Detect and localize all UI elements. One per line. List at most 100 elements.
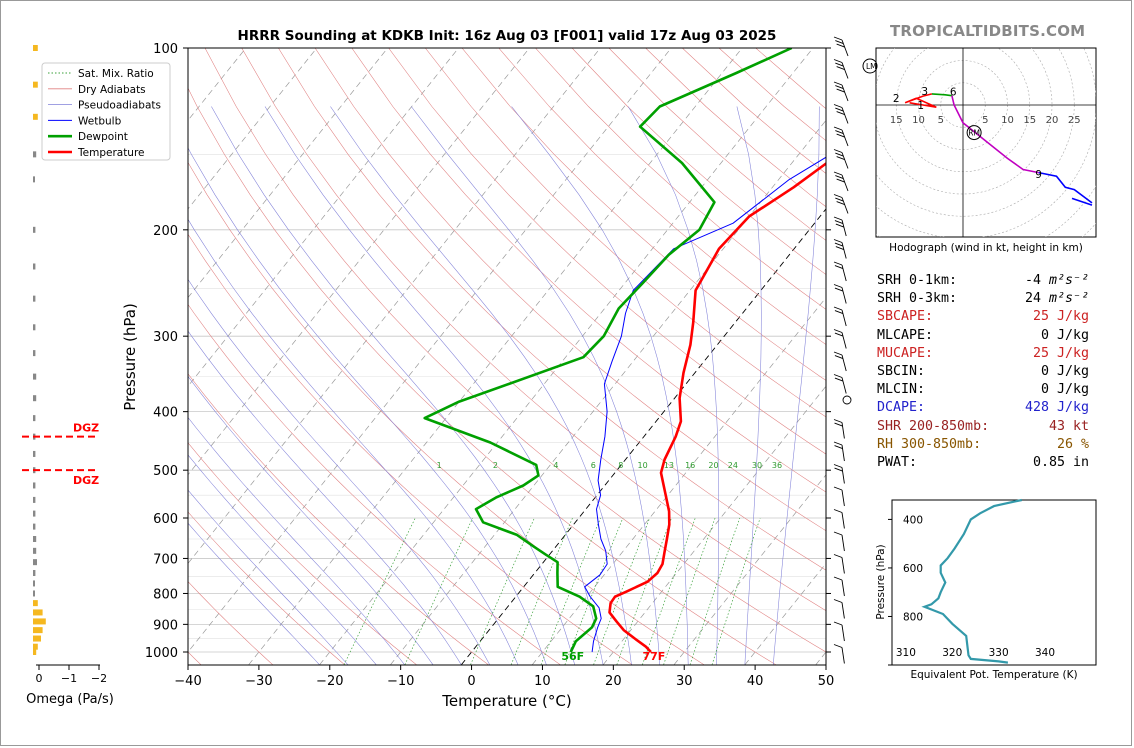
wind-barb-shaft: [841, 197, 849, 214]
skewt-axes: −40 −30 −20 −10 0 10 20 30 40 50 100 200 300 400 500 60…: [145, 42, 834, 689]
pseudoadiabat-line: [772, 106, 820, 665]
x-tick-label: 40: [747, 674, 764, 689]
omega-bar: [33, 523, 36, 530]
wind-barb-flag: [833, 464, 843, 468]
omega-tick-label: −1: [61, 672, 77, 685]
wind-barb-flag: [834, 332, 844, 337]
x-axis-label: Temperature (°C): [441, 692, 571, 710]
wind-barb-shaft: [841, 354, 847, 372]
mixing-ratio-line: [343, 517, 416, 665]
mixing-ratio-label: 8: [618, 461, 623, 470]
index-unit: m²s⁻²: [1040, 273, 1089, 288]
wind-barb-shaft: [841, 647, 845, 664]
wind-barb-flag: [833, 554, 843, 558]
series-wetbulb-line: [584, 156, 826, 653]
index-label: PWAT:: [877, 455, 918, 471]
wind-barb-shaft: [841, 377, 847, 394]
mixing-ratio-line: [642, 517, 696, 665]
index-unit: m²s⁻²: [1040, 291, 1089, 307]
dry-adiabat-line: [188, 303, 561, 665]
storm-motion-rm-label: RM: [968, 129, 980, 138]
theta-e-y-label: Pressure (hPa): [875, 544, 887, 619]
legend-entry: Dewpoint: [78, 131, 128, 143]
omega-bar: [33, 580, 35, 587]
hodograph-segment: [904, 93, 937, 108]
index-row: SRH 0-3km: 24 m²s⁻²: [877, 290, 1089, 308]
index-row: SRH 0-1km: -4 m²s⁻²: [877, 272, 1089, 290]
y-tick-label: 500: [153, 464, 178, 479]
y-tick-label: 300: [153, 330, 178, 345]
dry-adiabat-line: [535, 48, 826, 310]
index-value: 0 J/kg: [1017, 363, 1089, 381]
index-value-number: 43 kt: [1048, 418, 1089, 434]
pseudoadiabat-line: [188, 454, 377, 665]
index-label: SRH 0-1km:: [877, 273, 958, 288]
wind-barb-flag: [833, 306, 843, 311]
wind-barb-flag: [836, 133, 845, 138]
mixing-ratio-line: [689, 517, 741, 665]
index-label: DCAPE:: [877, 400, 926, 416]
theta-e-x-tick-label: 320: [942, 647, 962, 659]
wind-barbs: [833, 36, 852, 664]
index-value: 0.85 in: [1017, 454, 1089, 472]
mixing-ratio-line: [663, 517, 716, 665]
wind-barb-flag: [835, 40, 844, 44]
isotherm-line: [188, 48, 459, 387]
x-tick-label: 20: [605, 674, 622, 689]
index-value: 0 J/kg: [1017, 327, 1089, 345]
omega-bar: [33, 570, 36, 577]
hodograph-range-label: 20: [1046, 115, 1059, 126]
wind-barb-flag: [833, 126, 843, 131]
index-row: RH 300-850mb: 26 %: [877, 436, 1089, 454]
pseudoadiabat-line: [264, 106, 604, 665]
wind-barb-flag: [835, 152, 844, 157]
index-label: RH 300-850mb:: [877, 436, 982, 452]
hodograph-segment: [1071, 197, 1093, 206]
omega-bar: [33, 395, 37, 402]
hodograph-height-label: 1: [917, 100, 924, 112]
dry-adiabat-line: [351, 48, 826, 493]
wind-barb-shaft: [841, 174, 849, 192]
wind-barb-flag: [834, 220, 844, 224]
wind-barb-flag: [836, 66, 845, 70]
omega-bar: [33, 590, 35, 597]
mixing-ratio-label: 36: [772, 461, 782, 470]
omega-bar: [33, 627, 43, 634]
theta-e-x-label: Equivalent Pot. Temperature (K): [910, 669, 1077, 681]
isotherm-line: [602, 385, 826, 665]
storm-motion-rm-marker: [966, 125, 982, 141]
wind-barb-flag: [833, 486, 843, 491]
wind-barb-shaft: [841, 512, 845, 529]
omega-bar: [33, 618, 46, 625]
omega-bar: [33, 81, 38, 88]
wind-barb-shaft: [841, 444, 845, 462]
wind-barb-flag: [833, 441, 843, 446]
index-value: 25 J/kg: [1017, 308, 1089, 326]
mixing-ratio-line: [593, 517, 651, 665]
isotherm-line: [673, 474, 826, 665]
legend-box: [41, 62, 171, 161]
wind-barb-flag: [835, 197, 844, 202]
wind-barb-flag: [835, 175, 844, 179]
wind-calm-circle: [842, 395, 852, 405]
wind-barb-flag: [833, 149, 843, 153]
hodograph-height-label: 6: [950, 87, 957, 99]
wind-barb-shaft: [841, 287, 847, 304]
dry-adiabat-line: [425, 48, 826, 418]
wind-barb-shaft: [841, 152, 849, 169]
wind-barb-shaft: [841, 242, 847, 259]
omega-bar: [33, 350, 36, 357]
series-temperature-line: [608, 161, 826, 653]
omega-bar: [33, 373, 37, 380]
dry-adiabat-line: [314, 48, 826, 532]
wind-barb-flag: [836, 178, 845, 183]
hodograph-range-label: 10: [1001, 115, 1014, 126]
wind-barb-flag: [834, 467, 843, 472]
wind-barb-flag: [836, 88, 845, 93]
index-value: 43 kt: [1017, 418, 1089, 436]
wind-barb-flag: [836, 43, 845, 48]
wind-barb-flag: [834, 355, 844, 359]
wind-barb-shaft: [841, 624, 845, 642]
hodograph-range-label: 10: [912, 115, 925, 126]
